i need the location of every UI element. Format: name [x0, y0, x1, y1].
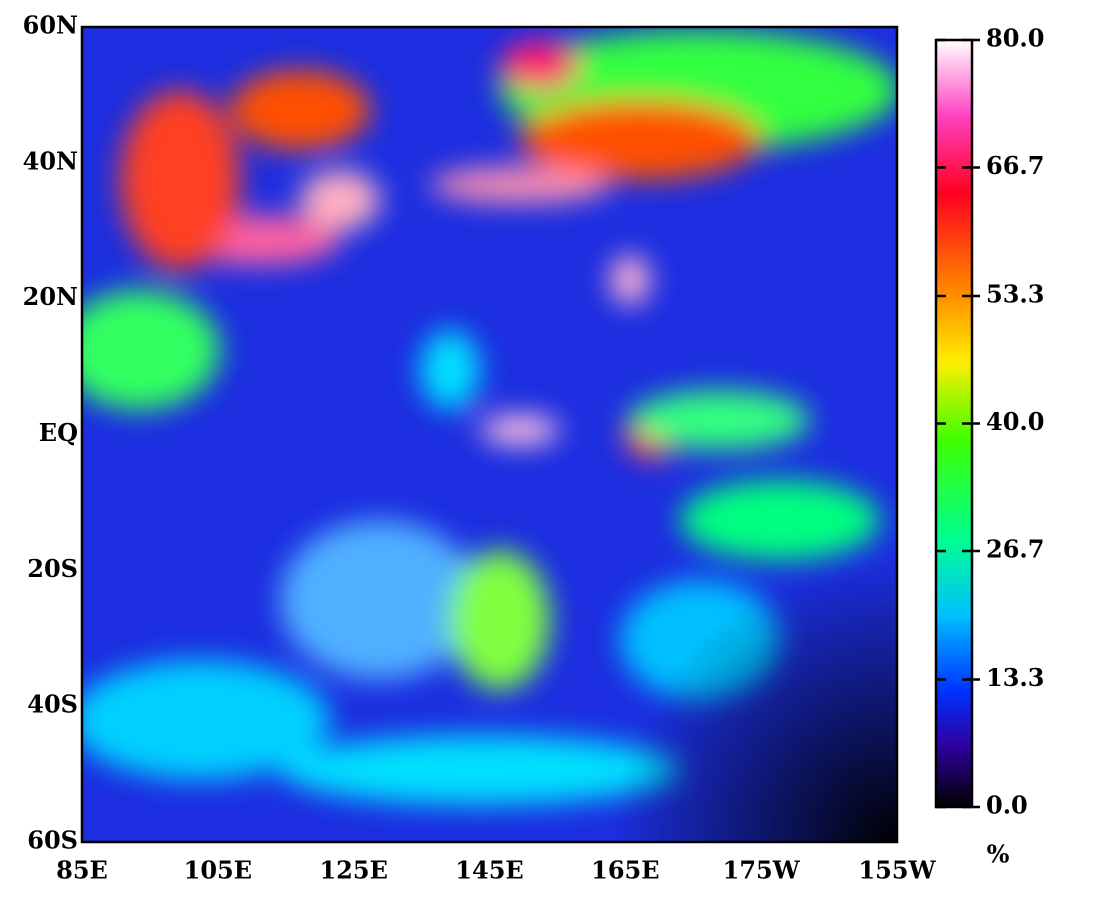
colorbar-tick-label: 13.3 [986, 663, 1044, 692]
lat-label: 40S [27, 690, 78, 719]
colorbar-tick-label: 26.7 [986, 535, 1044, 564]
lat-label: 60N [23, 11, 78, 40]
colorbar-tick-label: 53.3 [986, 279, 1044, 308]
map-frame [80, 25, 899, 844]
lat-label: 20N [23, 282, 78, 311]
lat-label: 20S [27, 554, 78, 583]
lon-label: 145E [455, 856, 523, 885]
colorbar-tick-label: 40.0 [986, 407, 1044, 436]
colorbar-tick-label: 66.7 [986, 151, 1044, 180]
colorbar-tick-label: 0.0 [986, 791, 1028, 820]
lat-label: EQ [39, 418, 78, 447]
lon-label: 175W [723, 856, 801, 885]
satellite-image [82, 27, 897, 842]
lon-label: 125E [319, 856, 387, 885]
colorbar-unit: % [987, 840, 1010, 869]
lon-label: 105E [184, 856, 252, 885]
lon-label: 165E [591, 856, 659, 885]
lat-label: 60S [27, 826, 78, 855]
lon-label: 155W [858, 856, 936, 885]
lon-label: 85E [56, 856, 108, 885]
lat-label: 40N [23, 146, 78, 175]
colorbar-tick-label: 80.0 [986, 24, 1044, 53]
